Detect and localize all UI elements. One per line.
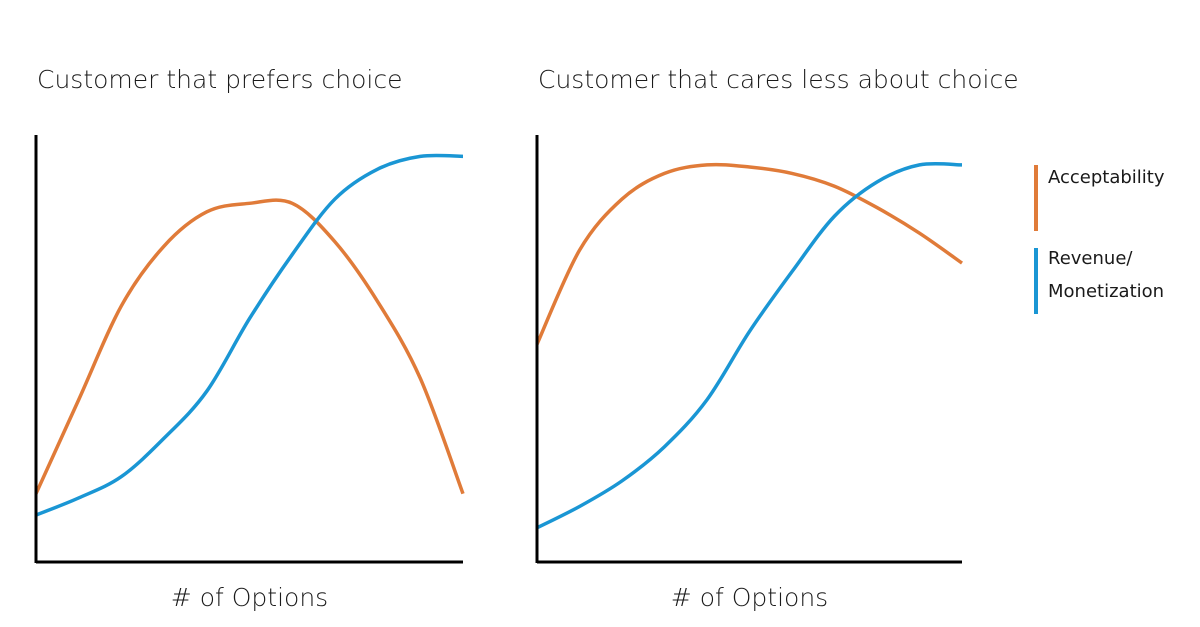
x-axis-label: # of Options — [171, 583, 328, 612]
chart-title: Customer that prefers choice — [37, 65, 402, 94]
x-axis-label: # of Options — [671, 583, 828, 612]
line — [535, 162, 964, 345]
line — [35, 153, 464, 517]
line — [536, 161, 963, 530]
legend-label: Acceptability — [1048, 167, 1165, 188]
legend-swatch — [1034, 165, 1038, 231]
legend-swatch — [1034, 248, 1038, 314]
legend-label: Revenue/ Monetization — [1048, 248, 1165, 302]
chart-title: Customer that cares less about choice — [538, 65, 1019, 94]
line — [34, 198, 465, 495]
